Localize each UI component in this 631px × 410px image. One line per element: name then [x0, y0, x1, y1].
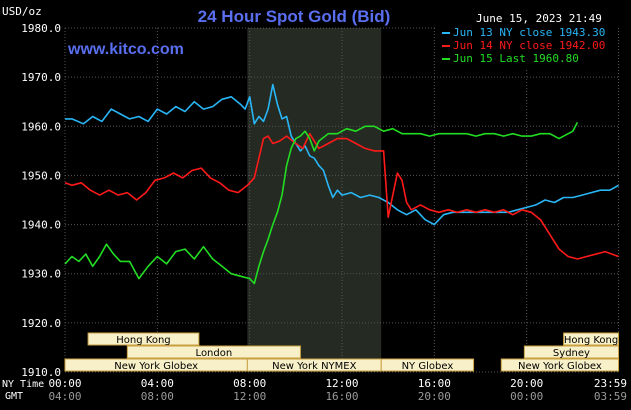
session-label-4: Sydney [553, 348, 590, 359]
session-bar-2 [563, 332, 620, 346]
session-label-1: Hong Kong [116, 335, 170, 346]
y-tick-label-7: 1910.0 [21, 366, 61, 379]
gmt-tick-label-3: 16:00 [325, 390, 358, 403]
x-tick-label-1: 04:00 [141, 377, 174, 390]
legend-label-1: Jun 13 NY close 1943.30 [453, 26, 605, 39]
session-bar-7 [380, 358, 475, 372]
gmt-tick-label-4: 20:00 [418, 390, 451, 403]
nymex-hours-highlight [247, 28, 382, 372]
y-tick-label-6: 1920.0 [21, 317, 61, 330]
gmt-tick-label-1: 08:00 [141, 390, 174, 403]
y-axis-label: USD/oz [2, 5, 42, 18]
session-label-6: New York NYMEX [272, 361, 357, 372]
legend-label-2: Jun 14 NY close 1942.00 [453, 39, 605, 52]
y-tick-label-3: 1950.0 [21, 169, 61, 182]
x-axis-ticks: 00:0004:0004:0008:0008:0012:0012:0016:00… [48, 377, 627, 403]
session-bar-4 [523, 345, 620, 359]
series-line-1 [65, 83, 619, 226]
x-tick-label-5: 20:00 [510, 377, 543, 390]
y-axis-ticks: 1980.0 1970.0 1960.0 1950.0 1940.0 1930.0 1920… [21, 22, 61, 379]
grid-lines [64, 27, 620, 373]
session-bar-3 [126, 345, 301, 359]
series-line-3 [64, 122, 579, 285]
chart-timestamp: June 15, 2023 21:49 [476, 12, 602, 25]
chart-title: 24 Hour Spot Gold (Bid) [198, 7, 391, 26]
session-bar-1 [87, 332, 200, 346]
session-label-2: Hong Kong [564, 335, 618, 346]
x-axis-label-gmt: GMT [5, 391, 23, 402]
y-tick-label-4: 1940.0 [21, 219, 61, 232]
session-label-3: London [196, 348, 233, 359]
series-lines [64, 83, 619, 285]
x-axis-label-ny-time: NY Time [2, 379, 44, 390]
session-label-8: New York Globex [518, 361, 602, 372]
kitco-watermark: www.kitco.com [67, 41, 184, 58]
x-tick-label-3: 12:00 [325, 377, 358, 390]
y-tick-label-0: 1980.0 [21, 22, 61, 35]
y-tick-label-5: 1930.0 [21, 268, 61, 281]
session-label-7: NY Globex [402, 361, 454, 372]
highlight-band [247, 28, 382, 372]
gmt-tick-label-6: 03:59 [594, 390, 627, 403]
gmt-tick-label-2: 12:00 [233, 390, 266, 403]
y-tick-label-1: 1970.0 [21, 71, 61, 84]
legend-box [435, 27, 618, 69]
x-tick-label-6: 23:59 [594, 377, 627, 390]
gmt-tick-label-0: 04:00 [48, 390, 81, 403]
gmt-tick-label-5: 00:00 [510, 390, 543, 403]
session-label-5: New York Globex [114, 361, 198, 372]
legend-label-3: Jun 15 Last 1960.80 [453, 52, 579, 65]
y-tick-label-2: 1960.0 [21, 120, 61, 133]
series-line-2 [64, 132, 619, 260]
x-tick-label-4: 16:00 [418, 377, 451, 390]
session-bar-8 [500, 358, 620, 372]
market-sessions: Hong Kong Hong Kong London Sydney New York G… [64, 332, 620, 372]
x-tick-label-0: 00:00 [48, 377, 81, 390]
x-tick-label-2: 08:00 [233, 377, 266, 390]
